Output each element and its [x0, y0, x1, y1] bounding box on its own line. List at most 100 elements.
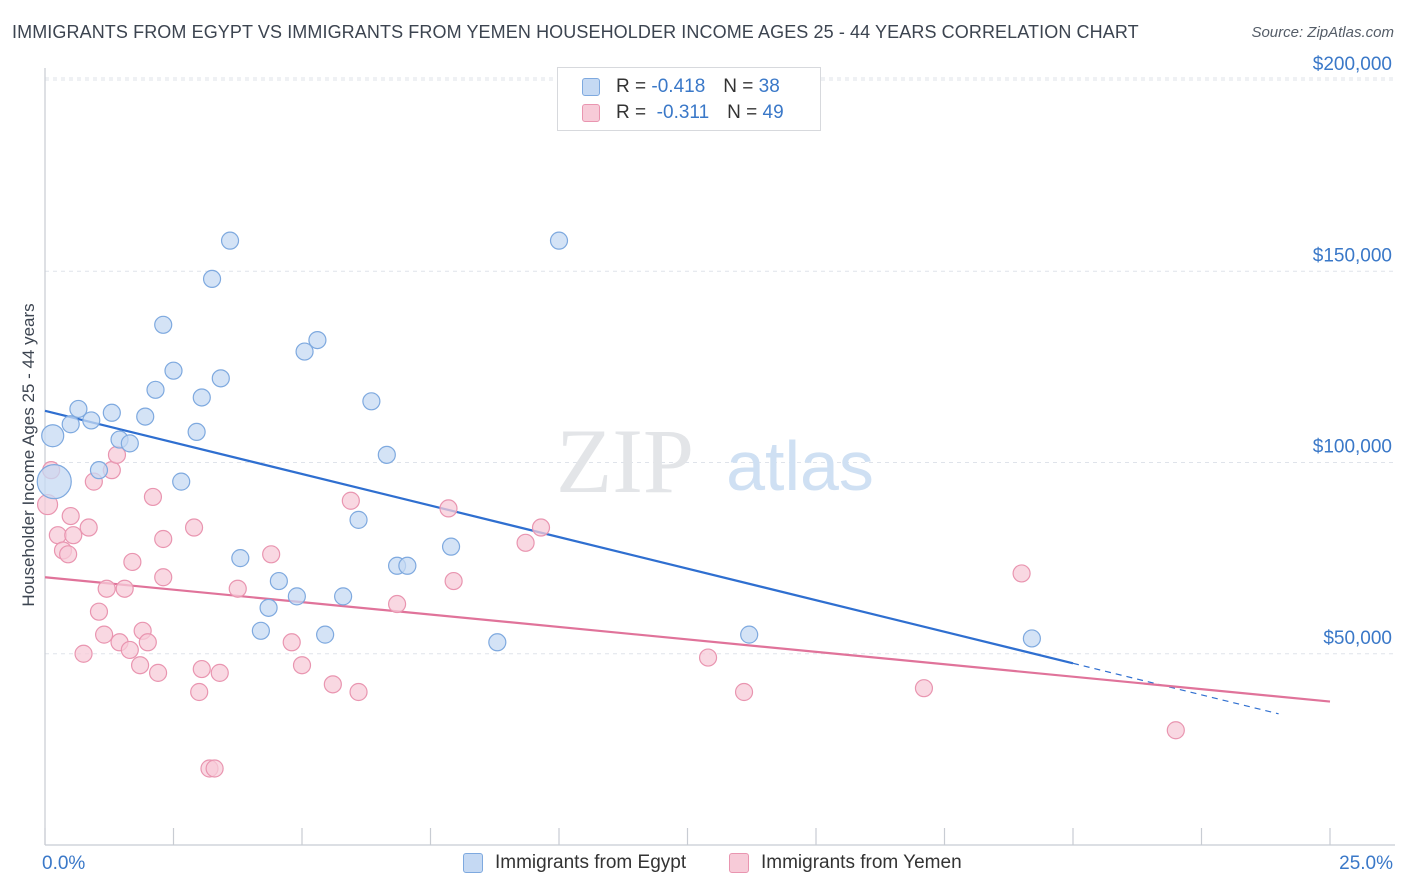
yemen-r-label: R =: [616, 102, 647, 123]
yemen-point: [444, 571, 463, 591]
yemen-point: [123, 552, 142, 572]
egypt-point: [136, 407, 155, 426]
yemen-point: [95, 625, 114, 644]
legend-item-egypt[interactable]: Immigrants from Egypt: [463, 852, 686, 874]
y-axis-title: Householder Income Ages 25 - 44 years: [19, 303, 38, 606]
egypt-point: [308, 331, 327, 350]
chart-title: IMMIGRANTS FROM EGYPT VS IMMIGRANTS FROM…: [12, 22, 1139, 42]
egypt-point: [231, 549, 250, 568]
yemen-point: [97, 579, 116, 598]
egypt-point: [202, 269, 222, 288]
yemen-point: [64, 526, 83, 545]
egypt-legend-swatch: [463, 853, 483, 873]
x-tick-label: 25.0%: [1339, 853, 1393, 874]
egypt-point: [549, 231, 569, 250]
yemen-point: [262, 545, 281, 564]
yemen-point: [323, 675, 342, 694]
yemen-point: [130, 656, 150, 675]
egypt-point: [187, 422, 206, 441]
egypt-point: [146, 380, 165, 399]
x-tick-label: 0.0%: [42, 853, 85, 874]
egypt-trend-line: [44, 409, 1074, 665]
grid-lines: [45, 77, 1395, 655]
yemen-point: [531, 518, 551, 537]
yemen-point: [282, 633, 301, 652]
yemen-point: [184, 518, 204, 537]
yemen-point: [734, 682, 754, 702]
yemen-point: [228, 579, 247, 598]
egypt-point: [259, 598, 278, 617]
yemen-point: [138, 633, 157, 652]
egypt-point: [441, 537, 461, 556]
yemen-point: [59, 545, 78, 564]
yemen-n-label: N =: [727, 102, 758, 123]
egypt-point: [154, 315, 173, 334]
egypt-trend-extension: [1072, 662, 1279, 715]
egypt-point: [251, 621, 270, 640]
egypt-point: [362, 392, 381, 411]
egypt-legend-label: Immigrants from Egypt: [495, 852, 687, 873]
watermark-zip: ZIP: [556, 410, 694, 512]
y-tick-label: $100,000: [1313, 437, 1392, 458]
egypt-point: [740, 625, 759, 644]
yemen-point: [292, 656, 312, 675]
yemen-point: [143, 487, 163, 507]
egypt-point: [89, 461, 109, 480]
trend-lines: [44, 409, 1331, 715]
egypt-point: [61, 415, 80, 434]
yemen-point: [79, 518, 98, 537]
egypt-point: [295, 342, 314, 361]
y-tick-label: $200,000: [1313, 54, 1392, 75]
yemen-point: [148, 663, 168, 682]
data-points: [36, 231, 1185, 778]
yemen-point: [154, 529, 173, 549]
legend-row-egypt: R = -0.418 N = 38: [582, 74, 780, 100]
egypt-point: [69, 399, 88, 419]
yemen-point: [74, 644, 93, 663]
yemen-legend-label: Immigrants from Yemen: [761, 852, 962, 873]
yemen-point: [387, 594, 407, 614]
egypt-point: [120, 434, 139, 453]
yemen-point: [439, 499, 458, 518]
axes: [44, 68, 1395, 846]
egypt-point: [102, 403, 121, 422]
yemen-point: [698, 648, 718, 667]
egypt-point: [287, 587, 306, 606]
yemen-legend-swatch: [729, 853, 749, 873]
yemen-point: [349, 682, 368, 702]
legend-item-yemen[interactable]: Immigrants from Yemen: [729, 852, 962, 874]
egypt-point: [41, 424, 65, 448]
yemen-point: [516, 533, 535, 552]
egypt-r-value: -0.418: [651, 76, 706, 97]
yemen-r-value: -0.311: [656, 102, 710, 123]
yemen-swatch: [582, 104, 600, 122]
egypt-swatch: [582, 78, 600, 96]
yemen-point: [48, 526, 67, 545]
egypt-point: [316, 625, 335, 644]
yemen-point: [61, 506, 80, 526]
egypt-point: [269, 571, 288, 591]
axis-labels: $50,000 $100,000 $150,000 $200,000 0.0% 25.0%…: [19, 54, 1393, 874]
egypt-point: [36, 464, 72, 500]
y-tick-label: $50,000: [1323, 628, 1392, 649]
yemen-point: [190, 682, 209, 702]
yemen-point: [192, 659, 211, 679]
yemen-trend-line: [44, 576, 1331, 703]
yemen-point: [1012, 564, 1031, 583]
source-label: Source: ZipAtlas.com: [1251, 24, 1394, 41]
y-tick-label: $150,000: [1313, 245, 1392, 266]
series-legend: Immigrants from Egypt Immigrants from Ye…: [0, 852, 1406, 878]
egypt-point: [398, 556, 417, 575]
legend-row-yemen: R = -0.311 N = 49: [582, 100, 784, 126]
egypt-point: [220, 231, 240, 250]
egypt-point: [488, 633, 507, 652]
egypt-point: [192, 388, 211, 407]
yemen-point: [115, 579, 134, 598]
egypt-point: [349, 510, 368, 529]
egypt-n-value: 38: [758, 76, 780, 97]
yemen-point: [205, 759, 224, 778]
egypt-point: [1022, 629, 1041, 648]
egypt-point: [82, 411, 101, 430]
watermark-atlas: atlas: [726, 427, 874, 505]
